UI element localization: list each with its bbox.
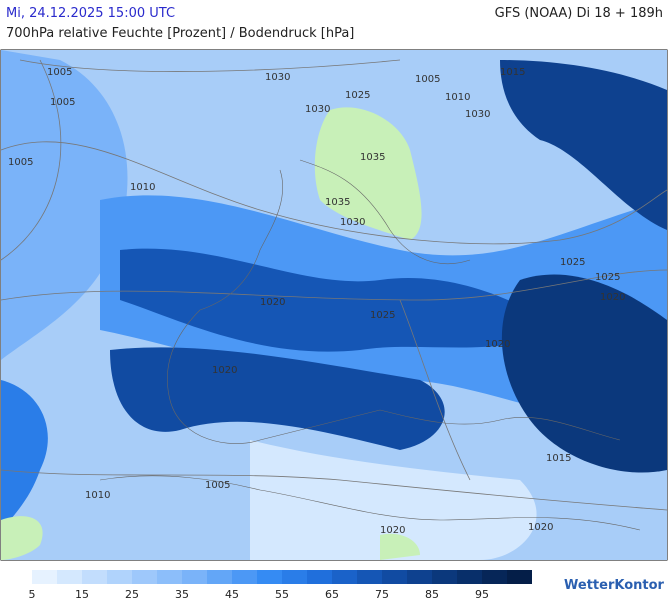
legend-swatch [307, 570, 332, 584]
coastlines [99, 159, 641, 531]
isobar-label: 1030 [305, 104, 330, 115]
legend-tick-label: 5 [29, 588, 36, 600]
legend-swatch [257, 570, 282, 584]
isobar-label: 1015 [546, 453, 571, 464]
legend-tick-label: 55 [275, 588, 289, 600]
datetime: Mi, 24.12.2025 15:00 UTC [6, 6, 176, 21]
legend-swatch [507, 570, 532, 584]
isobar-label: 1025 [370, 310, 395, 321]
legend-swatch [457, 570, 482, 584]
isobar-label: 1020 [600, 292, 625, 303]
legend-swatch [232, 570, 257, 584]
isobar-label: 1020 [380, 525, 405, 536]
legend-tick-label: 15 [75, 588, 89, 600]
legend-swatch [282, 570, 307, 584]
isobar-label: 1005 [8, 157, 33, 168]
isobar-label: 1020 [485, 339, 510, 350]
isobar-label: 1035 [360, 152, 385, 163]
legend-swatch [332, 570, 357, 584]
isobar-label: 1010 [130, 182, 155, 193]
legend-swatch [382, 570, 407, 584]
isobar-label: 1030 [465, 109, 490, 120]
isobar-label: 1005 [47, 67, 72, 78]
isobar-label: 1010 [85, 490, 110, 501]
isobar-label: 1010 [445, 92, 470, 103]
legend-tick-label: 75 [375, 588, 389, 600]
isobar-label: 1020 [212, 365, 237, 376]
humidity-field [1, 50, 667, 560]
isobar-label: 1025 [345, 90, 370, 101]
legend-tick-label: 45 [225, 588, 239, 600]
isobar-label: 1025 [595, 272, 620, 283]
legend-swatch [357, 570, 382, 584]
legend-tick-label: 25 [125, 588, 139, 600]
legend-swatch [482, 570, 507, 584]
legend-swatch [182, 570, 207, 584]
legend: 5 15 25 35 45 55 65 75 85 95 [29, 570, 532, 600]
legend-swatch [57, 570, 82, 584]
map-title: 700hPa relative Feuchte [Prozent] / Bode… [6, 26, 355, 41]
legend-tick-label: 65 [325, 588, 339, 600]
legend-swatch [32, 570, 57, 584]
isobar-label: 1035 [325, 197, 350, 208]
legend-swatch [407, 570, 432, 584]
legend-tick-label: 85 [425, 588, 439, 600]
isobar-label: 1020 [260, 297, 285, 308]
legend-swatch [82, 570, 107, 584]
legend-swatch [132, 570, 157, 584]
isobar-label: 1005 [50, 97, 75, 108]
isobar-label: 1030 [265, 72, 290, 83]
legend-swatch [432, 570, 457, 584]
isobar-label: 1020 [528, 522, 553, 533]
isobar-label: 1025 [560, 257, 585, 268]
isobars [0, 59, 668, 511]
legend-swatch [157, 570, 182, 584]
legend-tick-label: 95 [475, 588, 489, 600]
isobar-label: 1005 [415, 74, 440, 85]
isobar-label: 1005 [205, 480, 230, 491]
legend-swatch [107, 570, 132, 584]
legend-swatch [207, 570, 232, 584]
logo: WetterKontor [564, 578, 665, 593]
isobar-label: 1030 [340, 217, 365, 228]
legend-tick-label: 35 [175, 588, 189, 600]
isobar-label: 1015 [500, 67, 525, 78]
model-run: GFS (NOAA) Di 18 + 189h [494, 6, 663, 21]
